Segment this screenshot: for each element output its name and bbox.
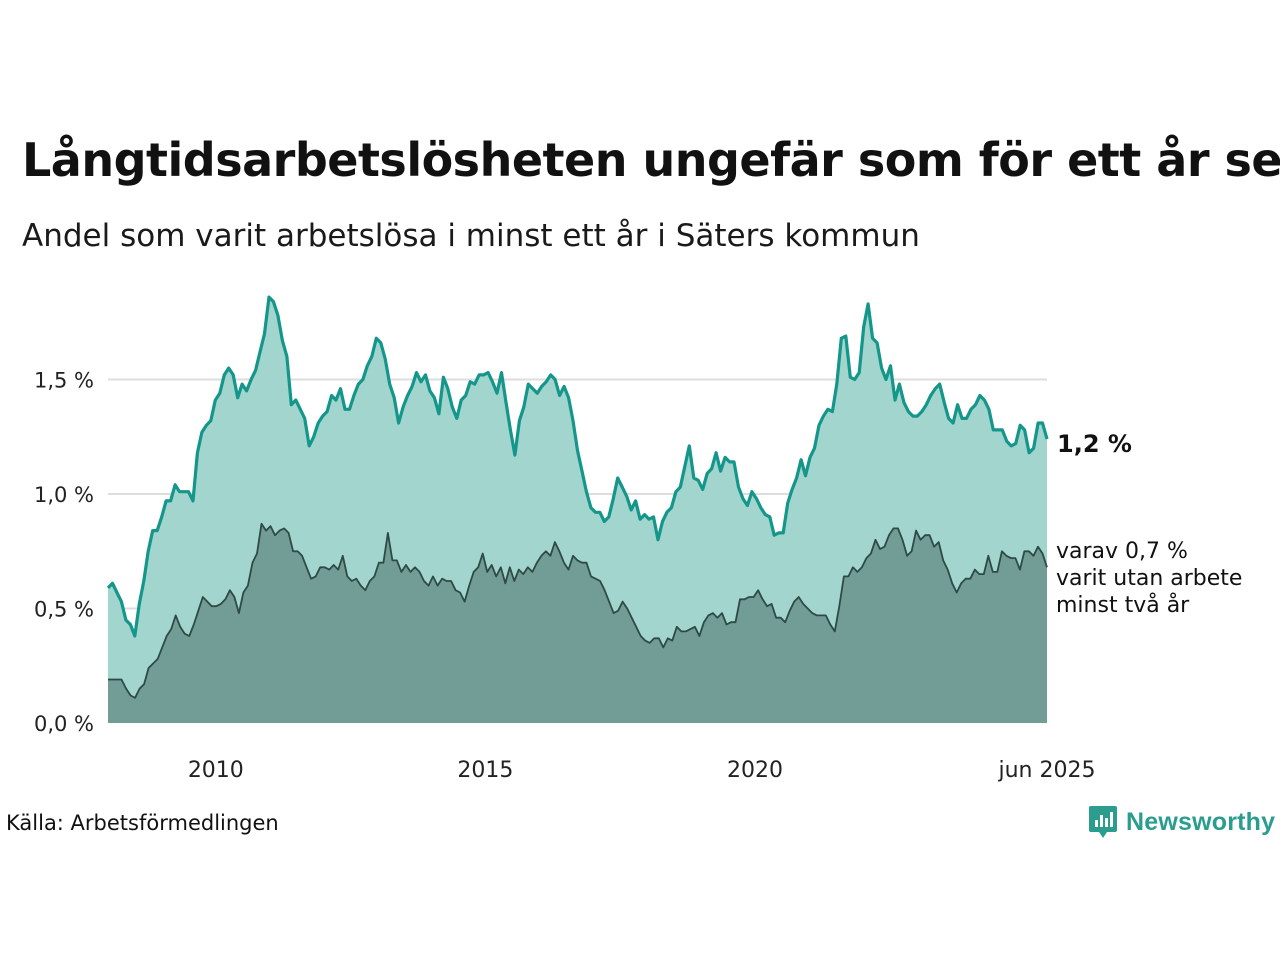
chart-areas — [106, 295, 1049, 723]
sub-value-label-line2: varit utan arbete — [1056, 566, 1242, 591]
latest-value-label: 1,2 % — [1057, 430, 1132, 458]
y-axis-ticks: 0,0 % 0,5 % 1,0 % 1,5 % — [34, 369, 94, 737]
brand-logo: Newsworthy — [1088, 804, 1275, 840]
x-tick-label: 2020 — [727, 758, 783, 783]
x-tick-label: jun 2025 — [998, 758, 1096, 783]
area-chart: 0,0 % 0,5 % 1,0 % 1,5 % 2010 2015 2020 jun 202… — [34, 295, 1242, 783]
sub-value-label-line1: varav 0,7 % — [1056, 539, 1188, 564]
series-long-term-line — [106, 295, 1049, 638]
newsworthy-logo-icon — [1089, 806, 1117, 838]
y-tick-label: 0,0 % — [34, 712, 94, 736]
y-tick-label: 1,5 % — [34, 369, 94, 393]
x-tick-label: 2015 — [457, 758, 513, 783]
chart-subtitle: Andel som varit arbetslösa i minst ett å… — [22, 218, 920, 254]
sub-value-label-line3: minst två år — [1056, 592, 1190, 618]
source-note: Källa: Arbetsförmedlingen — [6, 811, 279, 835]
x-tick-label: 2010 — [188, 758, 244, 783]
x-axis-ticks: 2010 2015 2020 jun 2025 — [188, 758, 1096, 783]
y-tick-label: 0,5 % — [34, 598, 94, 622]
series-two-years-area — [108, 523, 1047, 723]
brand-name: Newsworthy — [1126, 807, 1276, 836]
chart-title: Långtidsarbetslösheten ungefär som för e… — [22, 133, 1280, 187]
series-two-years-line — [108, 522, 1048, 699]
y-tick-label: 1,0 % — [34, 483, 94, 507]
